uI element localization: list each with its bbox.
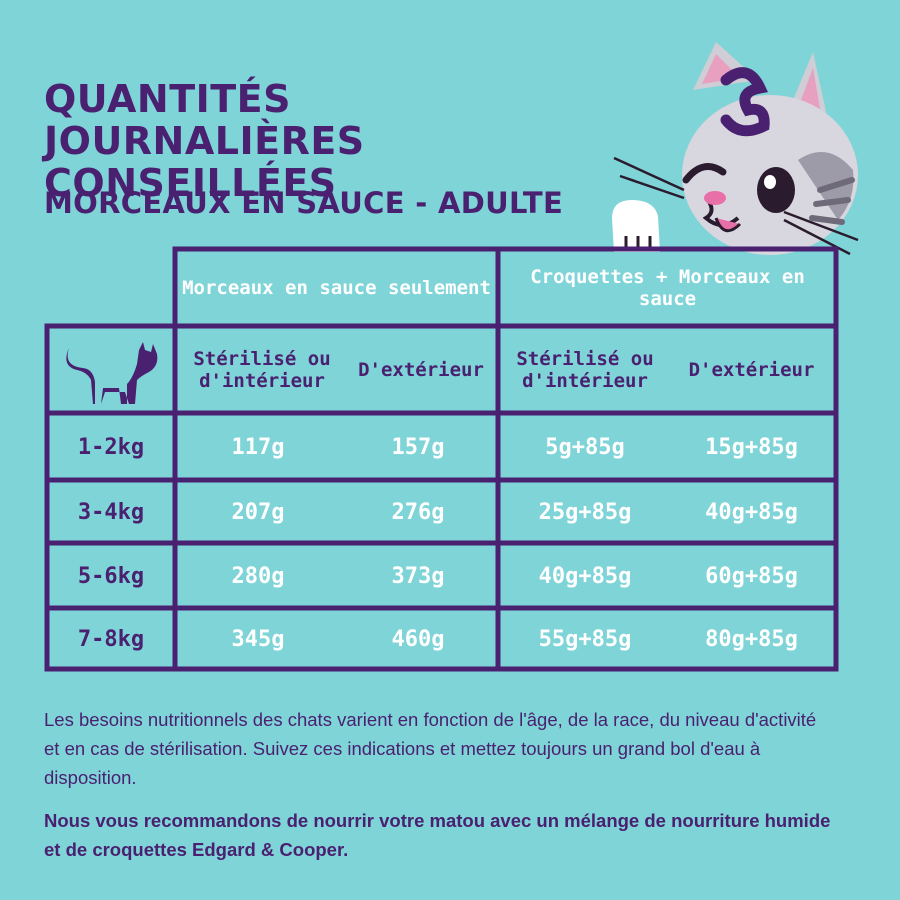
subheader-indoor-mixed: Stérilisé ou d'intérieur bbox=[516, 348, 654, 392]
table-cell: 40g+85g bbox=[538, 563, 632, 589]
cat-mascot-icon bbox=[612, 42, 859, 256]
table-cell: 373g bbox=[391, 563, 445, 589]
table-cell: 5g+85g bbox=[545, 434, 625, 460]
group-header-mixed: Croquettes + Morceaux en sauce bbox=[530, 266, 805, 310]
table-cell: 15g+85g bbox=[705, 434, 798, 460]
recommendation-paragraph: Nous vous recommandons de nourrir votre … bbox=[44, 810, 831, 860]
info-paragraph: Les besoins nutritionnels des chats vari… bbox=[44, 709, 817, 788]
table-cell: 40g+85g bbox=[705, 499, 798, 525]
subheader-outdoor-sauce: D'extérieur bbox=[358, 359, 484, 381]
table-cell: 80g+85g bbox=[705, 626, 798, 652]
subheader-indoor-sauce: Stérilisé ou d'intérieur bbox=[193, 348, 331, 392]
page-title: QUANTITÉS JOURNALIÈRES CONSEILLÉES bbox=[44, 77, 365, 205]
table-cell: 60g+85g bbox=[705, 563, 798, 589]
row-weight: 1-2kg bbox=[77, 434, 145, 460]
table-cell: 207g bbox=[231, 499, 285, 525]
row-weight: 7-8kg bbox=[77, 626, 145, 652]
page-subtitle: MORCEAUX EN SAUCE - ADULTE bbox=[44, 186, 564, 220]
table-cell: 280g bbox=[231, 563, 285, 589]
table-cell: 157g bbox=[391, 434, 445, 460]
table-cell: 460g bbox=[391, 626, 445, 652]
row-weight: 3-4kg bbox=[77, 499, 145, 525]
row-weight: 5-6kg bbox=[77, 563, 145, 589]
table-cell: 117g bbox=[231, 434, 285, 460]
cat-silhouette-icon bbox=[66, 342, 158, 404]
table-cell: 55g+85g bbox=[538, 626, 632, 652]
table-cell: 276g bbox=[391, 499, 445, 525]
table-cell: 25g+85g bbox=[538, 499, 632, 525]
header-cat-cell bbox=[50, 329, 172, 411]
table-cell: 345g bbox=[231, 626, 285, 652]
group-header-sauce-only: Morceaux en sauce seulement bbox=[182, 277, 491, 299]
subheader-outdoor-mixed: D'extérieur bbox=[688, 359, 815, 381]
